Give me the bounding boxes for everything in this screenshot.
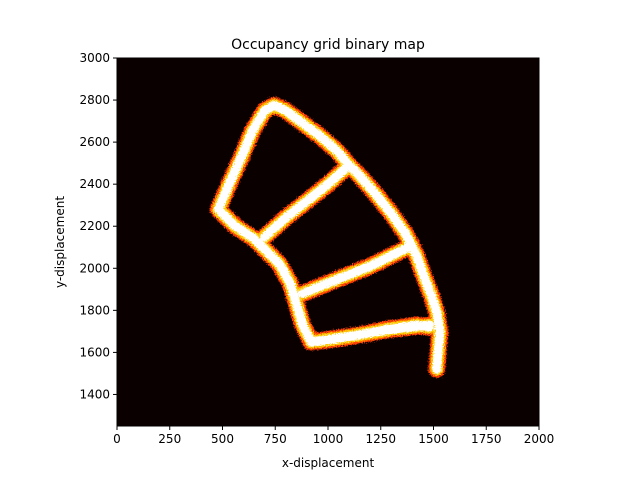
x-tick-label: 1500: [418, 432, 449, 446]
y-tick-label: 2000: [79, 261, 110, 275]
y-tick-label: 2200: [79, 219, 110, 233]
occupancy-map-layer: [209, 96, 449, 378]
x-tick-label: 1000: [313, 432, 344, 446]
occupied-cross-corridor-upper: [260, 160, 354, 242]
x-tick-label: 2000: [524, 432, 555, 446]
x-tick-label: 1250: [365, 432, 396, 446]
x-axis-label: x-displacement: [282, 456, 375, 470]
x-axis: 0 250 500 750 1000 1250 1500 1750 2000: [113, 426, 554, 446]
y-tick-label: 2600: [79, 135, 110, 149]
x-tick-label: 0: [113, 432, 121, 446]
occupied-cross-corridor-middle: [298, 242, 413, 298]
y-tick-label: 3000: [79, 51, 110, 65]
y-axis-label: y-displacement: [53, 196, 67, 288]
x-tick-label: 750: [264, 432, 287, 446]
x-tick-label: 1750: [471, 432, 502, 446]
y-tick-label: 2800: [79, 93, 110, 107]
y-tick-label: 1600: [79, 345, 110, 359]
plot-background: [117, 58, 539, 426]
y-tick-label: 1400: [79, 387, 110, 401]
chart-title: Occupancy grid binary map: [231, 37, 425, 53]
x-tick-label: 250: [158, 432, 181, 446]
y-tick-label: 2400: [79, 177, 110, 191]
x-tick-label: 500: [211, 432, 234, 446]
y-tick-label: 1800: [79, 303, 110, 317]
occupied-cross-corridor-lower: [306, 320, 434, 347]
y-axis: 1400 1600 1800 2000 2200 2400 2600 2800 3000: [79, 51, 117, 401]
